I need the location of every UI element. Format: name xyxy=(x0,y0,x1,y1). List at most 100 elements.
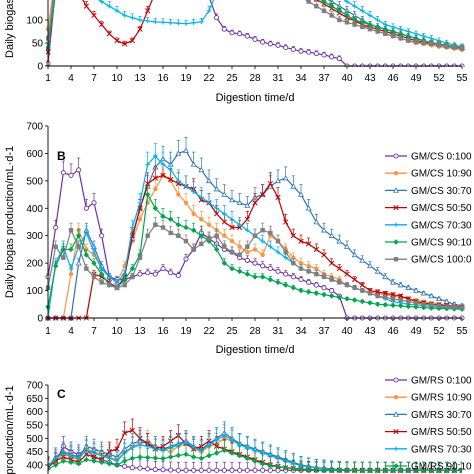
y-tick-label: 700 xyxy=(26,381,43,392)
data-point xyxy=(244,271,251,277)
data-point xyxy=(275,279,281,286)
data-point xyxy=(459,305,465,310)
data-point xyxy=(283,219,289,225)
data-point xyxy=(160,162,166,167)
legend-label: GM/CS 50:50 xyxy=(411,203,472,214)
data-point xyxy=(175,452,182,459)
data-point xyxy=(429,302,434,308)
legend-label: GM/CS 10:90 xyxy=(411,169,472,180)
data-point xyxy=(344,243,350,249)
data-point xyxy=(336,238,343,244)
data-point xyxy=(160,213,166,220)
y-axis-title: Daily biogas xyxy=(4,0,16,58)
data-point xyxy=(175,222,182,228)
x-tick-label: 19 xyxy=(180,73,192,84)
data-point xyxy=(405,303,412,310)
data-point xyxy=(229,30,235,36)
data-point xyxy=(145,8,151,14)
data-point xyxy=(176,233,181,238)
data-point xyxy=(360,24,365,30)
data-point xyxy=(145,233,150,238)
data-point xyxy=(144,191,151,198)
data-point xyxy=(352,285,357,291)
legend-marker xyxy=(393,187,399,193)
data-point xyxy=(199,217,204,222)
x-tick-label: 10 xyxy=(111,326,123,337)
y-tick-label: 450 xyxy=(26,447,43,458)
data-point xyxy=(282,174,289,181)
panel-label: C xyxy=(57,387,66,401)
data-point xyxy=(183,224,189,231)
data-point xyxy=(351,297,358,303)
data-point xyxy=(68,246,74,253)
data-point xyxy=(321,285,327,291)
data-point xyxy=(344,282,350,288)
data-point xyxy=(221,467,227,473)
data-point xyxy=(383,295,388,300)
data-point xyxy=(152,466,158,473)
data-point xyxy=(198,467,204,473)
data-point xyxy=(267,462,274,469)
data-point xyxy=(306,263,311,269)
data-point xyxy=(245,244,250,249)
data-point xyxy=(145,162,150,167)
data-point xyxy=(213,185,220,192)
data-point xyxy=(168,230,173,236)
data-point xyxy=(313,218,320,225)
data-point xyxy=(352,22,357,27)
x-axis-title: Digestion time/d xyxy=(216,344,295,356)
data-point xyxy=(214,15,220,21)
y-tick-label: 600 xyxy=(26,149,43,160)
data-point xyxy=(352,276,358,283)
data-point xyxy=(191,211,196,216)
data-point xyxy=(405,284,412,291)
data-point xyxy=(328,467,335,474)
data-point xyxy=(420,467,427,474)
data-point xyxy=(60,170,66,176)
data-point xyxy=(183,451,189,458)
data-point xyxy=(175,272,181,279)
data-point xyxy=(252,458,258,464)
data-point xyxy=(344,271,350,277)
legend-label: GM/RS 30:70 xyxy=(411,410,472,421)
data-point xyxy=(160,20,166,25)
data-point xyxy=(436,295,442,302)
data-point xyxy=(137,200,143,206)
data-point xyxy=(443,467,450,474)
data-point xyxy=(275,268,281,274)
data-point xyxy=(275,239,281,244)
data-point xyxy=(314,266,319,271)
data-point xyxy=(114,38,120,44)
data-point xyxy=(91,260,97,266)
data-point xyxy=(252,200,258,206)
data-point xyxy=(114,285,120,291)
data-point xyxy=(83,252,90,258)
data-point xyxy=(175,150,182,156)
data-point xyxy=(260,252,265,258)
data-point xyxy=(260,450,265,456)
x-tick-label: 52 xyxy=(433,73,445,84)
x-tick-label: 1 xyxy=(45,73,51,84)
data-point xyxy=(83,456,90,463)
data-point xyxy=(298,238,304,244)
x-tick-label: 37 xyxy=(318,73,330,84)
data-point xyxy=(329,277,334,282)
data-point xyxy=(221,447,228,454)
data-point xyxy=(183,184,189,189)
data-point xyxy=(360,8,365,14)
x-tick-label: 4 xyxy=(68,326,74,337)
data-point xyxy=(214,233,219,238)
data-point xyxy=(321,52,327,58)
x-tick-label: 22 xyxy=(203,326,215,337)
data-point xyxy=(153,222,158,227)
data-point xyxy=(130,274,135,280)
x-tick-label: 7 xyxy=(91,326,97,337)
data-point xyxy=(236,199,243,206)
data-point xyxy=(214,467,220,473)
data-point xyxy=(214,205,219,211)
data-point xyxy=(168,270,174,276)
data-point xyxy=(168,176,174,183)
legend-label: GM/CS 0:100 xyxy=(411,152,472,163)
data-point xyxy=(168,467,174,473)
